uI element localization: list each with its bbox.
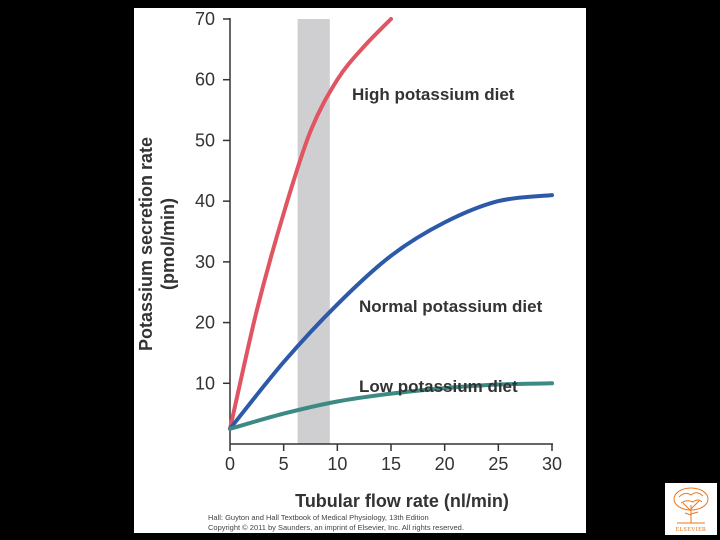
credit-line-1: Hall: Guyton and Hall Textbook of Medica… [208, 513, 429, 522]
legend-normal: Normal potassium diet [359, 297, 543, 316]
elsevier-logo: ELSEVIER [665, 483, 717, 535]
legend-low: Low potassium diet [359, 377, 518, 396]
x-tick-label: 5 [279, 454, 289, 474]
series-line-normal [228, 193, 554, 431]
y-axis-units: (pmol/min) [158, 198, 178, 290]
y-tick-label: 20 [195, 313, 215, 333]
y-tick-label: 30 [195, 252, 215, 272]
y-axis-label: Potassium secretion rate [136, 137, 156, 351]
x-axis-label: Tubular flow rate (nl/min) [295, 491, 509, 511]
series-line-low [228, 381, 554, 431]
legend-high: High potassium diet [352, 85, 515, 104]
x-tick-label: 30 [542, 454, 562, 474]
tree-icon [673, 487, 709, 524]
chart-svg: 0 5 10 15 20 25 30 10 20 30 40 50 60 70 High potassi… [136, 9, 562, 511]
y-ticks: 10 20 30 40 50 60 70 [195, 9, 230, 393]
series-lines [228, 17, 554, 431]
y-tick-label: 60 [195, 70, 215, 90]
logo-wordmark: ELSEVIER [675, 527, 707, 533]
series-line-high [228, 17, 393, 431]
x-tick-label: 25 [488, 454, 508, 474]
y-tick-label: 50 [195, 130, 215, 150]
y-tick-label: 40 [195, 191, 215, 211]
x-ticks: 0 5 10 15 20 25 30 [225, 444, 562, 474]
y-tick-label: 70 [195, 9, 215, 29]
y-tick-label: 10 [195, 373, 215, 393]
x-tick-label: 10 [327, 454, 347, 474]
x-tick-label: 0 [225, 454, 235, 474]
x-tick-label: 15 [381, 454, 401, 474]
x-tick-label: 20 [435, 454, 455, 474]
chart-panel: 0 5 10 15 20 25 30 10 20 30 40 50 60 70 High potassi… [134, 8, 586, 533]
shaded-band [297, 19, 330, 444]
credit-line-2: Copyright © 2011 by Saunders, an imprint… [208, 523, 464, 532]
